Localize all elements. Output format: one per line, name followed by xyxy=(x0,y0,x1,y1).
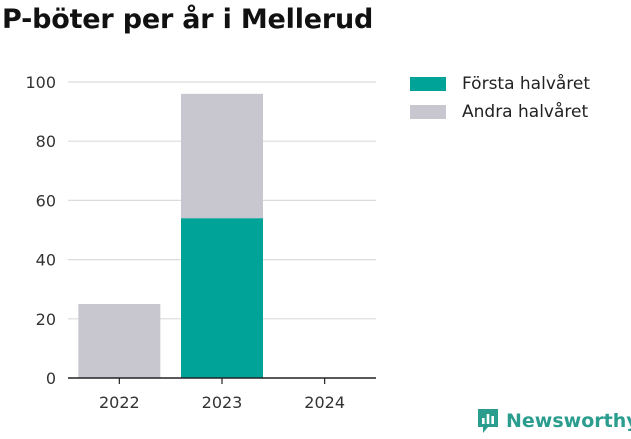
legend-item-forsta: Första halvåret xyxy=(410,70,590,98)
legend-item-andra: Andra halvåret xyxy=(410,98,590,126)
bar-2023-series-0 xyxy=(181,218,263,378)
y-tick-label-40: 40 xyxy=(36,251,56,270)
y-tick-label-20: 20 xyxy=(36,310,56,329)
brand-logo: Newsworthy xyxy=(476,408,631,434)
y-tick-label-100: 100 xyxy=(25,73,56,92)
brand-label: Newsworthy xyxy=(506,410,631,432)
bar-2023-series-1 xyxy=(181,93,263,219)
chart-title: P-böter per år i Mellerud xyxy=(2,4,374,35)
newsworthy-logo-icon xyxy=(478,409,498,433)
legend-label-andra: Andra halvåret xyxy=(462,102,589,122)
legend: Första halvåret Andra halvåret xyxy=(410,70,590,126)
x-tick-label-2023: 2023 xyxy=(202,393,243,412)
bar-2022-series-1 xyxy=(78,304,161,378)
legend-label-forsta: Första halvåret xyxy=(462,74,591,94)
y-tick-label-80: 80 xyxy=(36,132,56,151)
y-axis-ticks: 0 20 40 60 80 100 xyxy=(25,73,56,388)
x-tick-label-2024: 2024 xyxy=(304,393,345,412)
legend-swatch-andra xyxy=(410,105,446,119)
x-tick-label-2022: 2022 xyxy=(99,393,140,412)
bars xyxy=(78,93,263,378)
x-axis-ticks: 2022 2023 2024 xyxy=(99,378,345,412)
y-tick-label-60: 60 xyxy=(36,191,56,210)
legend-swatch-forsta xyxy=(410,77,446,91)
y-tick-label-0: 0 xyxy=(46,369,56,388)
